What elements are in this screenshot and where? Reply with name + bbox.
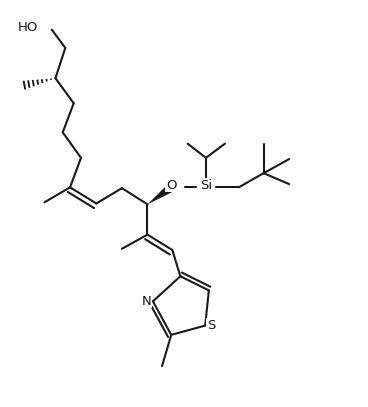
Text: N: N <box>141 295 151 308</box>
Text: S: S <box>207 319 215 332</box>
Text: O: O <box>166 179 177 192</box>
Text: Si: Si <box>200 179 212 192</box>
Text: HO: HO <box>18 21 38 34</box>
Polygon shape <box>148 183 174 204</box>
